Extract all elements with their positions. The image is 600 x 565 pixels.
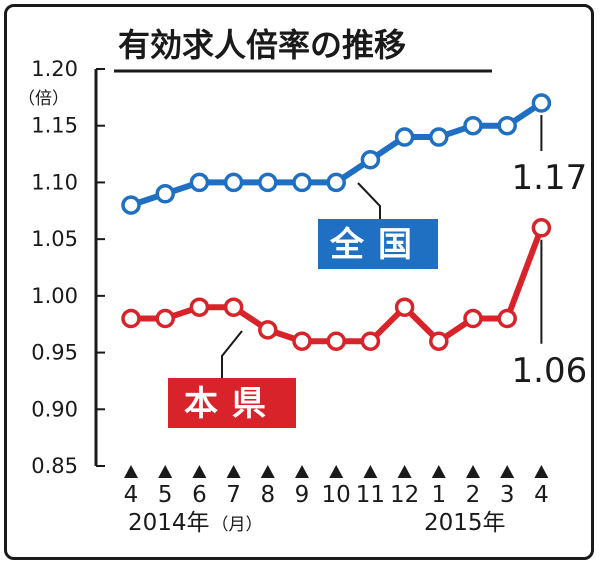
data-point — [121, 195, 141, 215]
x-tick-marker — [158, 465, 173, 478]
year-label-start-text: 2014年 — [128, 510, 210, 536]
data-point — [121, 308, 141, 329]
x-tick-marker — [124, 465, 138, 478]
x-tick-label: 4 — [124, 482, 139, 508]
x-tick-marker — [397, 465, 412, 478]
year-label-start: 2014年 （月） — [128, 510, 263, 536]
year-label-end: 2015年 — [424, 510, 506, 536]
leader-line-local — [221, 330, 243, 378]
x-tick-label: 5 — [158, 482, 173, 508]
chart-frame — [4, 4, 594, 560]
end-value-label-national: 1.17 — [512, 158, 588, 198]
end-value-label-local: 1.06 — [512, 351, 588, 391]
x-tick-label: 9 — [295, 482, 310, 508]
x-tick-marker — [363, 465, 378, 478]
y-axis-unit: （倍） — [18, 89, 69, 109]
series-national: 1.17 — [121, 93, 588, 215]
data-point — [292, 331, 312, 351]
chart-title: 有効求人倍率の推移 — [118, 26, 406, 64]
data-point — [463, 115, 483, 136]
data-point — [258, 172, 278, 193]
x-axis: 4 5 6 7 8 9 10 11 12 1 2 3 4 — [124, 465, 549, 508]
data-point — [394, 127, 415, 147]
x-tick-label: 7 — [226, 482, 241, 508]
data-point — [531, 93, 552, 113]
data-point — [155, 308, 175, 329]
y-tick-label: 1.00 — [31, 284, 78, 308]
y-tick-label: 1.05 — [31, 227, 78, 251]
x-tick-marker — [329, 465, 344, 478]
x-tick-marker — [431, 465, 446, 478]
legend-badge-national: 全国 — [318, 219, 438, 269]
x-tick-label: 12 — [390, 482, 419, 508]
data-point — [189, 297, 210, 317]
x-tick-label: 11 — [356, 482, 385, 508]
y-tick-label: 0.85 — [31, 454, 78, 478]
y-axis: 1.20 1.15 1.10 1.05 1.00 0.95 0.90 0.85 — [31, 57, 105, 478]
y-tick-label: 0.95 — [31, 341, 78, 365]
data-point — [531, 218, 552, 238]
x-tick-marker — [466, 465, 480, 478]
data-point — [155, 184, 175, 204]
data-point — [189, 172, 210, 193]
y-tick-label: 0.90 — [31, 397, 78, 421]
x-tick-marker — [226, 465, 241, 478]
data-point — [223, 297, 244, 317]
x-tick-marker — [534, 465, 549, 478]
x-tick-label: 2 — [466, 482, 481, 508]
data-point — [326, 172, 346, 193]
x-tick-label: 3 — [500, 482, 515, 508]
legend-badge-local-label: 本県 — [184, 384, 280, 424]
x-tick-marker — [260, 465, 275, 478]
x-tick-marker — [500, 465, 515, 478]
leader-line-national — [357, 182, 381, 219]
y-tick-label: 1.20 — [31, 57, 78, 81]
data-point — [429, 127, 449, 147]
data-point — [429, 331, 449, 351]
data-point — [258, 320, 278, 340]
data-point — [292, 172, 312, 193]
data-point — [463, 308, 483, 329]
data-point — [360, 331, 381, 351]
x-tick-label: 1 — [431, 482, 446, 508]
data-point — [497, 308, 517, 329]
legend-badge-local-bg — [168, 378, 296, 428]
series-local: 1.06 — [121, 218, 588, 391]
series-layer: 1.17 1.06 — [121, 93, 588, 391]
data-point — [497, 115, 517, 136]
data-point — [360, 149, 381, 170]
data-point — [394, 297, 415, 317]
legend-badge-national-bg — [318, 219, 438, 269]
y-tick-label: 1.15 — [31, 114, 78, 138]
legend-badge-national-label: 全国 — [329, 225, 426, 265]
data-point — [326, 331, 346, 351]
y-tick-label: 1.10 — [31, 170, 78, 194]
x-tick-marker — [192, 465, 207, 478]
legend-badge-local: 本県 — [168, 378, 296, 428]
x-tick-label: 4 — [534, 482, 549, 508]
x-tick-label: 6 — [192, 482, 207, 508]
year-label-start-unit: （月） — [212, 515, 263, 535]
x-tick-label: 10 — [322, 482, 351, 508]
x-tick-label: 8 — [260, 482, 275, 508]
data-point — [223, 172, 244, 193]
x-tick-marker — [295, 465, 309, 478]
